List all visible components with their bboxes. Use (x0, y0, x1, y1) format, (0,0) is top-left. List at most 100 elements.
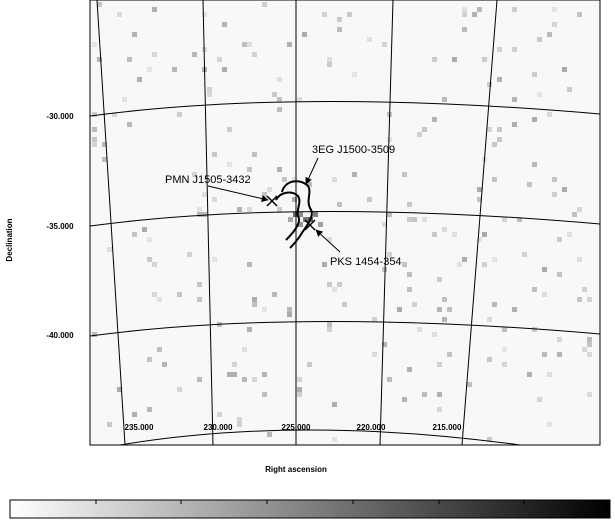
pixel (512, 307, 517, 312)
pixel (247, 207, 252, 212)
pixel (212, 197, 217, 202)
pixel (587, 297, 592, 302)
pixel (497, 127, 502, 132)
pixel (497, 47, 502, 52)
pixel (412, 302, 417, 307)
pixel (527, 372, 532, 377)
pixel (337, 27, 342, 32)
pixel (247, 42, 252, 47)
pixel (547, 422, 552, 427)
pixel (322, 12, 327, 17)
pixel (337, 202, 342, 207)
pixel (222, 22, 227, 27)
pixel (562, 67, 567, 72)
pixel (92, 127, 97, 132)
pixel (387, 137, 392, 142)
pixel (372, 352, 377, 357)
pixel (582, 287, 587, 292)
pixel (277, 107, 282, 112)
pixel (492, 142, 497, 147)
pixel (537, 37, 542, 42)
pixel (442, 227, 447, 232)
pixel (457, 262, 462, 267)
pixel (502, 362, 507, 367)
pixel (387, 377, 392, 382)
pixel (547, 372, 552, 377)
pixel (512, 7, 517, 12)
pixel (147, 67, 152, 72)
pixel (482, 232, 487, 237)
pixel (147, 357, 152, 362)
pixel (287, 42, 292, 47)
pixel (502, 347, 507, 352)
pixel (202, 192, 207, 197)
ra-tick-label: 220.000 (357, 423, 386, 432)
pixel (487, 127, 492, 132)
pixel (417, 327, 422, 332)
pixel (272, 92, 277, 97)
pixel (297, 377, 302, 382)
pixel (437, 362, 442, 367)
pixel (577, 297, 582, 302)
pixel (462, 12, 467, 17)
pixel (327, 322, 332, 327)
pixel (337, 282, 342, 287)
dec-tick-label: -40.000 (46, 331, 74, 340)
pixel (482, 57, 487, 62)
sky-map: 3EG J1500-3509 PMN J1505-3432 PKS 1454-3… (0, 0, 615, 525)
pixel (252, 377, 257, 382)
pixel (262, 192, 267, 197)
pixel (332, 437, 337, 442)
pixel (422, 217, 427, 222)
pixel (557, 237, 562, 242)
pixel (197, 282, 202, 287)
pixel (197, 377, 202, 382)
pixel (487, 82, 492, 87)
pixel (387, 212, 392, 217)
pixel (402, 397, 407, 402)
pixel (562, 187, 567, 192)
pixel (277, 77, 282, 82)
pixel (147, 257, 152, 262)
noise-pixels (90, 0, 600, 445)
pixel (187, 252, 192, 257)
pixel (372, 317, 377, 322)
pixel (407, 367, 412, 372)
pixel (327, 282, 332, 287)
pixel (512, 122, 517, 127)
pixel (302, 32, 307, 37)
pixel (462, 7, 467, 12)
pixel (552, 22, 557, 27)
pixel (147, 237, 152, 242)
pixel (162, 362, 167, 367)
pixel (227, 127, 232, 132)
pixel (547, 112, 552, 117)
pixel (127, 57, 132, 62)
pixel (587, 352, 592, 357)
pixel (207, 87, 212, 92)
pixel (422, 127, 427, 132)
pixel (497, 77, 502, 82)
pixel (92, 142, 97, 147)
pixel (587, 337, 592, 342)
pixel (407, 287, 412, 292)
map-background (90, 0, 600, 445)
pixel (532, 72, 537, 77)
pixel (557, 272, 562, 277)
pixel (587, 392, 592, 397)
pixel (502, 217, 507, 222)
pixel (157, 297, 162, 302)
pixel (567, 232, 572, 237)
pixel (512, 97, 517, 102)
pixel (582, 347, 587, 352)
pixel (557, 352, 562, 357)
pixel (318, 222, 323, 227)
pixel (137, 77, 142, 82)
pixel (527, 182, 532, 187)
pixel (197, 297, 202, 302)
pixel (92, 42, 97, 47)
pixel (247, 327, 252, 332)
source-label: 3EG J1500-3509 (312, 144, 395, 156)
pixel (107, 422, 112, 427)
pixel (557, 337, 562, 342)
